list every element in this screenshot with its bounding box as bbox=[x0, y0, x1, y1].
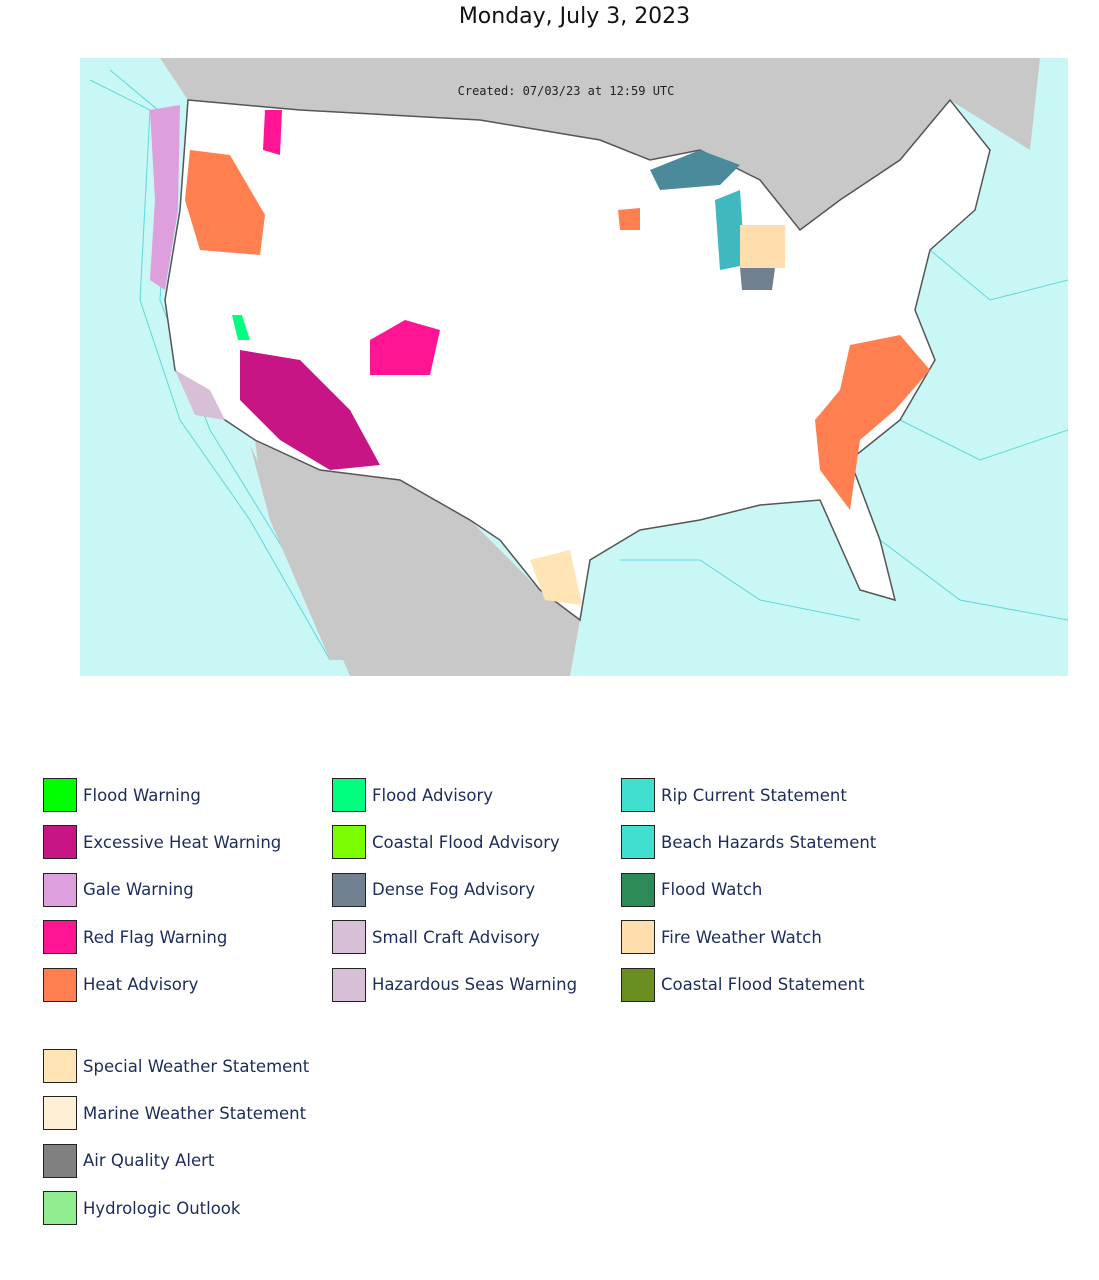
heat-advisory-southeast bbox=[815, 335, 930, 510]
legend-swatch bbox=[43, 825, 77, 860]
mexico-land bbox=[255, 440, 580, 676]
legend-swatch bbox=[621, 778, 655, 812]
legend-label: Small Craft Advisory bbox=[372, 927, 540, 947]
legend-item: Hazardous Seas Warning bbox=[332, 967, 577, 1003]
special-weather-area bbox=[530, 550, 582, 605]
page-title: Monday, July 3, 2023 bbox=[458, 4, 691, 29]
legend-swatch bbox=[43, 1049, 77, 1083]
legend-label: Heat Advisory bbox=[83, 975, 199, 995]
lake-superior bbox=[650, 150, 740, 190]
legend-swatch bbox=[43, 1143, 77, 1178]
legend-item: Flood Watch bbox=[621, 872, 762, 908]
legend-label: Coastal Flood Advisory bbox=[372, 832, 560, 852]
legend-label: Excessive Heat Warning bbox=[83, 832, 282, 852]
legend-swatch bbox=[43, 872, 77, 907]
legend-swatch bbox=[332, 967, 366, 1002]
legend-item: Special Weather Statement bbox=[43, 1048, 309, 1084]
legend-item: Small Craft Advisory bbox=[332, 919, 540, 955]
small-craft-area bbox=[175, 370, 225, 420]
legend-label: Rip Current Statement bbox=[661, 785, 847, 805]
legend-swatch bbox=[621, 825, 655, 860]
legend-item: Coastal Flood Statement bbox=[621, 967, 865, 1003]
legend-item: Red Flag Warning bbox=[43, 919, 227, 955]
map-caption: Created: 07/03/23 at 12:59 UTC bbox=[458, 84, 675, 98]
legend-swatch bbox=[43, 920, 77, 955]
flood-advisory-area bbox=[232, 315, 250, 340]
legend-label: Red Flag Warning bbox=[83, 927, 228, 947]
legend-label: Flood Advisory bbox=[372, 785, 494, 805]
legend-item: Flood Advisory bbox=[332, 777, 493, 813]
baja-land bbox=[250, 445, 345, 660]
legend-label: Special Weather Statement bbox=[83, 1056, 310, 1076]
canada-land bbox=[150, 58, 1040, 240]
fire-weather-area bbox=[740, 225, 785, 268]
legend-item: Rip Current Statement bbox=[621, 777, 847, 813]
legend-label: Hydrologic Outlook bbox=[83, 1198, 241, 1218]
legend-item: Air Quality Alert bbox=[43, 1143, 214, 1179]
legend-item: Coastal Flood Advisory bbox=[332, 824, 560, 860]
legend-swatch bbox=[332, 778, 366, 812]
legend-swatch bbox=[43, 1096, 77, 1131]
lake-michigan bbox=[715, 190, 745, 270]
legend-swatch bbox=[332, 825, 366, 860]
legend-label: Beach Hazards Statement bbox=[661, 832, 877, 852]
legend-label: Hazardous Seas Warning bbox=[372, 975, 578, 995]
legend-swatch bbox=[43, 1191, 77, 1226]
legend-swatch bbox=[43, 778, 77, 812]
excessive-heat-area bbox=[240, 350, 380, 470]
alert-map: Created: 07/03/23 at 12:59 UTC bbox=[80, 58, 1068, 676]
legend-label: Coastal Flood Statement bbox=[661, 975, 865, 995]
legend-item: Dense Fog Advisory bbox=[332, 872, 535, 908]
red-flag-area bbox=[370, 320, 440, 375]
legend-swatch bbox=[43, 967, 77, 1002]
legend-item: Fire Weather Watch bbox=[621, 919, 822, 955]
legend-swatch bbox=[332, 872, 366, 907]
legend-item: Flood Warning bbox=[43, 777, 201, 813]
dense-fog-area bbox=[740, 268, 775, 290]
legend-label: Marine Weather Statement bbox=[83, 1103, 307, 1123]
gale-warning-area bbox=[150, 105, 180, 290]
legend-label: Flood Watch bbox=[661, 880, 763, 900]
red-flag-area-north bbox=[263, 110, 282, 155]
legend-item: Excessive Heat Warning bbox=[43, 824, 281, 860]
legend-swatch bbox=[332, 920, 366, 955]
legend-item: Heat Advisory bbox=[43, 967, 198, 1003]
legend-label: Dense Fog Advisory bbox=[372, 880, 536, 900]
legend-item: Beach Hazards Statement bbox=[621, 824, 876, 860]
legend-label: Fire Weather Watch bbox=[661, 927, 822, 947]
legend-label: Flood Warning bbox=[83, 785, 201, 805]
legend-item: Marine Weather Statement bbox=[43, 1095, 306, 1131]
legend-label: Gale Warning bbox=[83, 880, 194, 900]
legend-swatch bbox=[621, 967, 655, 1002]
legend-item: Gale Warning bbox=[43, 872, 194, 908]
heat-advisory-wisconsin bbox=[618, 208, 640, 230]
heat-advisory-oregon bbox=[185, 150, 265, 255]
legend-swatch bbox=[621, 920, 655, 955]
legend-label: Air Quality Alert bbox=[83, 1151, 215, 1171]
legend-swatch bbox=[621, 872, 655, 907]
legend-item: Hydrologic Outlook bbox=[43, 1190, 240, 1226]
